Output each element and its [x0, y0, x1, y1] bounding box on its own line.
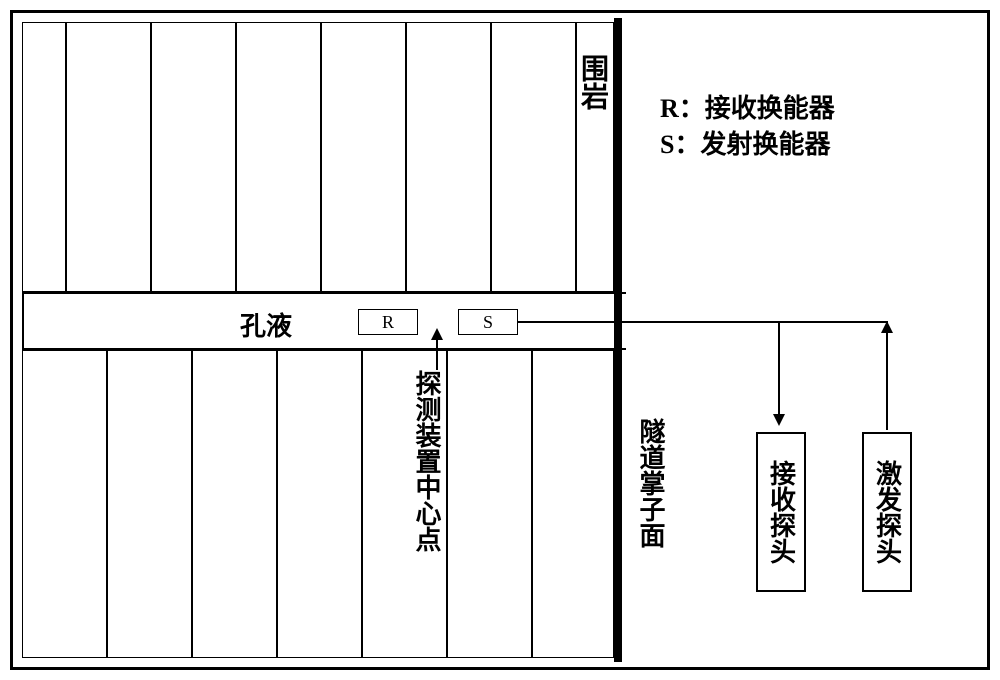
tunnel-face-line: [614, 18, 622, 662]
brick: [532, 350, 614, 658]
arrow-down-icon: [773, 414, 785, 426]
brick: [66, 22, 151, 292]
wire-recv-drop: [778, 321, 780, 416]
wire-main: [518, 321, 888, 323]
device-center-label: 探测装置中心点: [408, 370, 445, 552]
brick: [192, 350, 277, 658]
brick: [447, 350, 532, 658]
emit-probe-box: 激发探头: [862, 432, 912, 592]
brick: [107, 350, 192, 658]
center-pointer-line: [436, 336, 438, 370]
transducer-s: S: [458, 309, 518, 335]
legend-s: S：发射换能器: [660, 124, 830, 161]
brick: [321, 22, 406, 292]
brick: [151, 22, 236, 292]
brick: [491, 22, 576, 292]
brick: [277, 350, 362, 658]
diagram-canvas: 孔液 R S 围岩 探测装置中心点 隧道掌子面 R：接收换能器 S：发射换能器 …: [0, 0, 1000, 680]
brick: [22, 22, 66, 292]
transducer-r-label: R: [382, 312, 394, 332]
transducer-r: R: [358, 309, 418, 335]
surrounding-rock-label: 围岩: [572, 54, 612, 110]
brick: [236, 22, 321, 292]
receive-probe-label: 接收探头: [763, 460, 800, 564]
bore-fluid-label: 孔液: [240, 306, 292, 343]
tunnel-face-label: 隧道掌子面: [632, 418, 669, 548]
wire-emit-rise: [886, 333, 888, 430]
arrow-up-icon: [881, 321, 893, 333]
transducer-s-label: S: [483, 312, 493, 332]
brick: [406, 22, 491, 292]
emit-probe-label: 激发探头: [869, 460, 906, 564]
receive-probe-box: 接收探头: [756, 432, 806, 592]
brick: [22, 350, 107, 658]
legend-r: R：接收换能器: [660, 88, 835, 125]
